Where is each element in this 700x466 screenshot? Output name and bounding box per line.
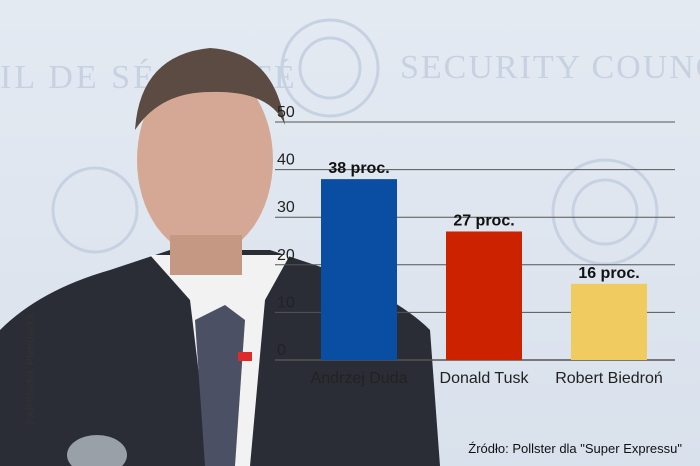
- data-label: 38 proc.: [328, 160, 389, 177]
- y-tick-label: 20: [277, 247, 295, 264]
- photo-credit: PAP/Radek Pietruszka: [25, 313, 37, 425]
- category-label: Donald Tusk: [440, 370, 530, 387]
- bar: [571, 283, 647, 360]
- y-tick-label: 40: [277, 152, 295, 169]
- data-labels: 38 proc. 27 proc. 16 proc.: [328, 160, 639, 282]
- un-emblem-icon: [51, 18, 659, 266]
- category-label: Andrzej Duda: [311, 370, 408, 387]
- y-tick-label: 30: [277, 199, 295, 216]
- bar: [321, 179, 397, 360]
- y-tick-label: 50: [277, 104, 295, 121]
- bar: [446, 231, 522, 360]
- category-label: Robert Biedroń: [555, 370, 663, 387]
- y-tick-label: 10: [277, 294, 295, 311]
- bars: [321, 179, 647, 360]
- y-axis-ticks: 0 10 20 30 40 50: [277, 104, 295, 359]
- category-labels: Andrzej Duda Donald Tusk Robert Biedroń: [311, 370, 663, 387]
- data-label: 27 proc.: [453, 212, 514, 229]
- data-label: 16 proc.: [578, 265, 639, 282]
- y-tick-label: 0: [277, 342, 286, 359]
- wall-text-english: SECURITY COUNCIL: [400, 49, 700, 86]
- source-note: Źródło: Pollster dla "Super Expressu": [468, 441, 682, 456]
